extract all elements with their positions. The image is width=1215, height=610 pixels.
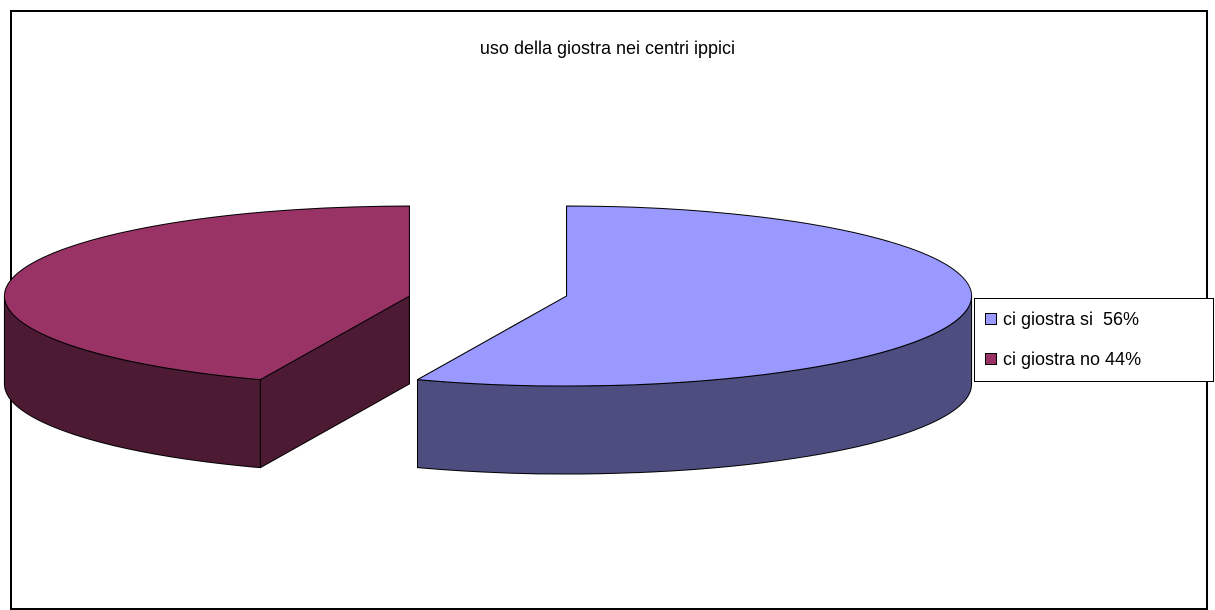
legend-swatch-si-icon [985,313,997,325]
pie-slice-no [3,205,410,381]
pie-slice-si [416,205,973,387]
legend-swatch-no-icon [985,353,997,365]
chart-title: uso della giostra nei centri ippici [479,38,736,58]
legend-label-si: ci giostra si 56% [1003,308,1140,329]
legend-item-no: ci giostra no 44% [985,346,1141,372]
legend-label-no: ci giostra no 44% [1003,348,1142,369]
legend-item-si: ci giostra si 56% [985,306,1139,332]
chart-legend: ci giostra si 56% ci giostra no 44% [974,298,1214,382]
pie-chart [3,205,973,475]
